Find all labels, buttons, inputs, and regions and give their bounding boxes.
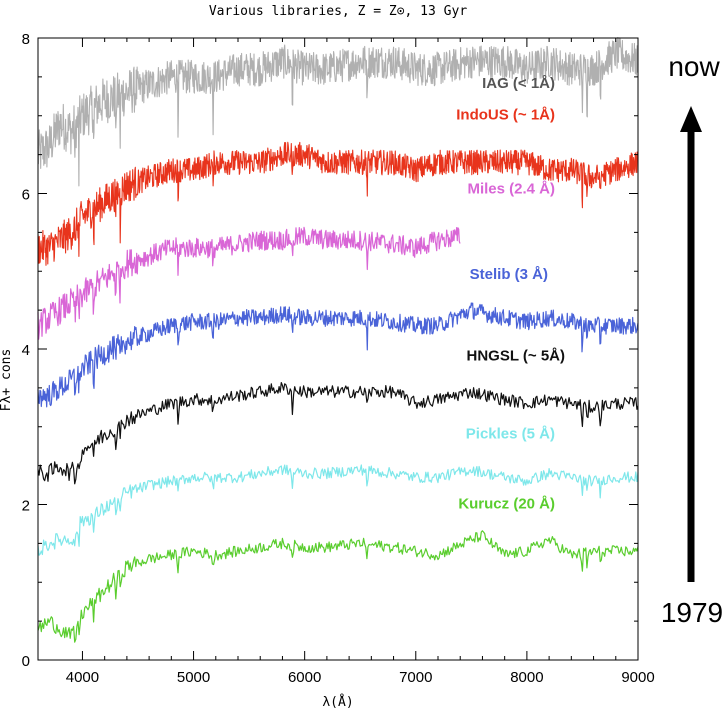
series-line — [37, 464, 639, 556]
series-line — [37, 37, 639, 187]
y-tick-label: 0 — [22, 653, 30, 670]
series-label: Stelib (3 Å) — [470, 266, 548, 283]
timeline-bottom-label: 1979 — [661, 597, 723, 628]
y-tick-label: 2 — [22, 498, 30, 515]
x-axis-label: λ(Å) — [322, 694, 353, 710]
series-label: Miles (2.4 Å) — [467, 181, 555, 198]
tick-layer: 4000 5000 6000 7000 8000 9000 0 2 4 6 8 — [22, 31, 655, 686]
series-line — [37, 530, 639, 643]
x-tick-label: 9000 — [621, 669, 654, 686]
chart-title: Various libraries, Z = Z⊙, 13 Gyr — [209, 4, 467, 19]
timeline-top-label: now — [668, 51, 720, 82]
x-tick-label: 7000 — [399, 669, 432, 686]
series-label: Pickles (5 Å) — [466, 425, 555, 442]
y-axis-label: Fλ+ cons — [0, 349, 14, 412]
series-layer — [37, 37, 639, 643]
x-tick-label: 4000 — [66, 669, 99, 686]
timeline-arrow: now 1979 — [661, 51, 723, 628]
x-tick-label: 6000 — [288, 669, 321, 686]
series-line — [37, 382, 639, 485]
y-tick-label: 6 — [22, 187, 30, 204]
legend-labels: IAG (< 1Å) IndoUS (~ 1Å) Miles (2.4 Å) Stel… — [456, 75, 565, 512]
timeline-arrow-head — [680, 106, 702, 132]
series-line — [37, 226, 461, 340]
y-tick-label: 4 — [22, 342, 30, 359]
y-tick-label: 8 — [22, 31, 30, 48]
series-line — [37, 141, 639, 266]
x-tick-label: 8000 — [510, 669, 543, 686]
series-line — [37, 302, 639, 408]
series-label: HNGSL (~ 5Å) — [467, 348, 566, 365]
series-label: IAG (< 1Å) — [482, 75, 555, 92]
x-tick-label: 5000 — [177, 669, 210, 686]
series-label: IndoUS (~ 1Å) — [456, 107, 555, 124]
series-label: Kurucz (20 Å) — [458, 495, 555, 512]
